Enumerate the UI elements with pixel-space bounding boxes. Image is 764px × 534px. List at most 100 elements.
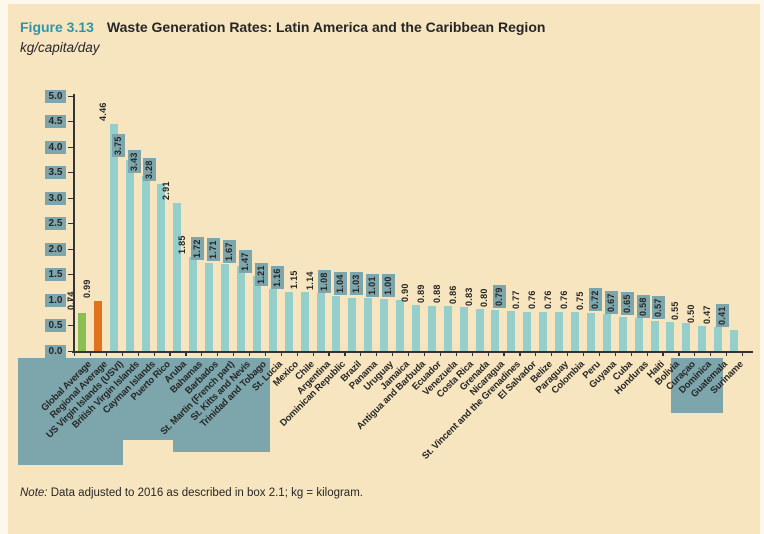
figure-number: Figure 3.13 (20, 19, 94, 35)
y-axis-tick-label: 0.0 (45, 344, 66, 358)
bar (157, 183, 166, 351)
bar-value-label: 1.14 (304, 271, 315, 290)
bar-value-label: 0.76 (543, 290, 554, 310)
bar (507, 310, 516, 351)
bar-value-label: 0.80 (479, 288, 490, 308)
x-axis-tick (710, 351, 712, 356)
bar-value-label: 2.91 (161, 180, 172, 200)
bar (77, 313, 86, 351)
x-axis-tick (248, 351, 251, 356)
bar (475, 308, 484, 351)
bar (268, 289, 277, 351)
bar (300, 292, 309, 351)
y-axis-tick (68, 146, 73, 148)
x-axis-tick (694, 351, 696, 356)
bar-value-label: 0.76 (559, 290, 569, 310)
bar (602, 314, 611, 351)
bar-value-label: 0.55 (670, 301, 681, 320)
x-axis-tick (726, 351, 728, 356)
x-axis-tick (519, 351, 521, 356)
bar-value-label: 1.08 (318, 270, 332, 293)
label-highlight-block-left-top (18, 358, 270, 440)
bar (443, 306, 452, 351)
y-axis-tick (68, 172, 73, 174)
bar-value-label: 1.16 (270, 266, 284, 289)
bar-value-label: 1.21 (254, 263, 268, 287)
bar-value-label: 0.99 (81, 278, 92, 298)
x-axis-tick (169, 351, 171, 356)
bar (427, 305, 436, 351)
y-axis-tick (68, 121, 73, 123)
bar (109, 123, 118, 351)
note-label: Note: (20, 487, 48, 499)
x-axis-tick (233, 351, 235, 356)
y-axis-tick-label: 4.5 (45, 115, 66, 128)
bar (523, 311, 532, 351)
bar-value-label: 1.00 (382, 274, 396, 297)
bar-value-label: 1.71 (207, 238, 221, 261)
y-axis-tick-label: 0.5 (45, 319, 66, 332)
bar-value-label: 1.15 (288, 270, 299, 290)
bar (173, 202, 182, 351)
bar-value-label: 0.79 (493, 285, 507, 308)
x-axis-tick (439, 351, 441, 356)
bar (205, 263, 214, 351)
bar-value-label: 1.85 (177, 234, 188, 254)
bar (411, 305, 420, 351)
bar (364, 298, 373, 351)
x-axis-tick (280, 351, 282, 356)
bar-value-label: 1.03 (350, 272, 364, 296)
x-axis-tick (328, 351, 330, 356)
bar (571, 312, 579, 351)
bar (682, 322, 691, 351)
y-axis-tick-label: 3.5 (45, 166, 66, 179)
bar (93, 300, 102, 351)
y-axis-tick-label: 2.5 (45, 217, 66, 230)
x-axis-tick (201, 351, 203, 356)
figure-note: Note: Data adjusted to 2016 as described… (20, 487, 363, 499)
y-axis-tick (68, 248, 73, 250)
bar-value-label: 0.75 (574, 291, 585, 310)
y-axis-tick (68, 350, 73, 352)
y-axis-tick-label: 5.0 (45, 89, 66, 103)
x-axis-tick (264, 351, 267, 356)
bar-value-label: 0.90 (399, 283, 410, 303)
bar (698, 325, 707, 351)
bar-value-label: 0.50 (686, 303, 697, 323)
note-text: Data adjusted to 2016 as described in bo… (47, 487, 363, 499)
bar-value-label: 1.04 (334, 272, 348, 295)
x-axis-tick (392, 351, 394, 356)
label-highlight-block-left-lower (18, 440, 123, 465)
bar (316, 292, 325, 351)
x-axis-tick (662, 351, 664, 356)
bar (650, 321, 659, 351)
x-axis-tick (423, 351, 426, 356)
y-axis-tick (68, 197, 73, 199)
y-axis-tick (68, 325, 73, 327)
bar-value-label: 0.72 (588, 288, 602, 312)
y-axis-tick-label: 1.0 (45, 293, 66, 307)
y-axis-tick-label: 1.5 (45, 268, 66, 281)
x-axis-tick (503, 351, 505, 356)
bar (252, 276, 261, 351)
x-axis-tick (582, 351, 585, 356)
x-axis-tick (742, 351, 744, 356)
x-axis-line (72, 351, 753, 353)
bar (332, 295, 341, 351)
x-axis-tick (646, 351, 648, 356)
label-highlight-block-left-lower-right (173, 440, 270, 452)
bar-value-label: 0.88 (431, 284, 442, 304)
x-axis-tick (89, 351, 92, 356)
bar-value-label: 0.77 (511, 290, 522, 309)
x-axis-tick (105, 351, 107, 356)
bar (666, 321, 675, 351)
y-axis-tick-label: 4.0 (45, 140, 66, 154)
bar-value-label: 0.47 (702, 305, 713, 325)
bar-value-label: 0.57 (652, 296, 666, 319)
bar (491, 310, 500, 351)
x-axis-tick (535, 351, 537, 356)
x-axis-tick (185, 351, 187, 356)
bar (459, 307, 468, 351)
bar (396, 300, 405, 351)
